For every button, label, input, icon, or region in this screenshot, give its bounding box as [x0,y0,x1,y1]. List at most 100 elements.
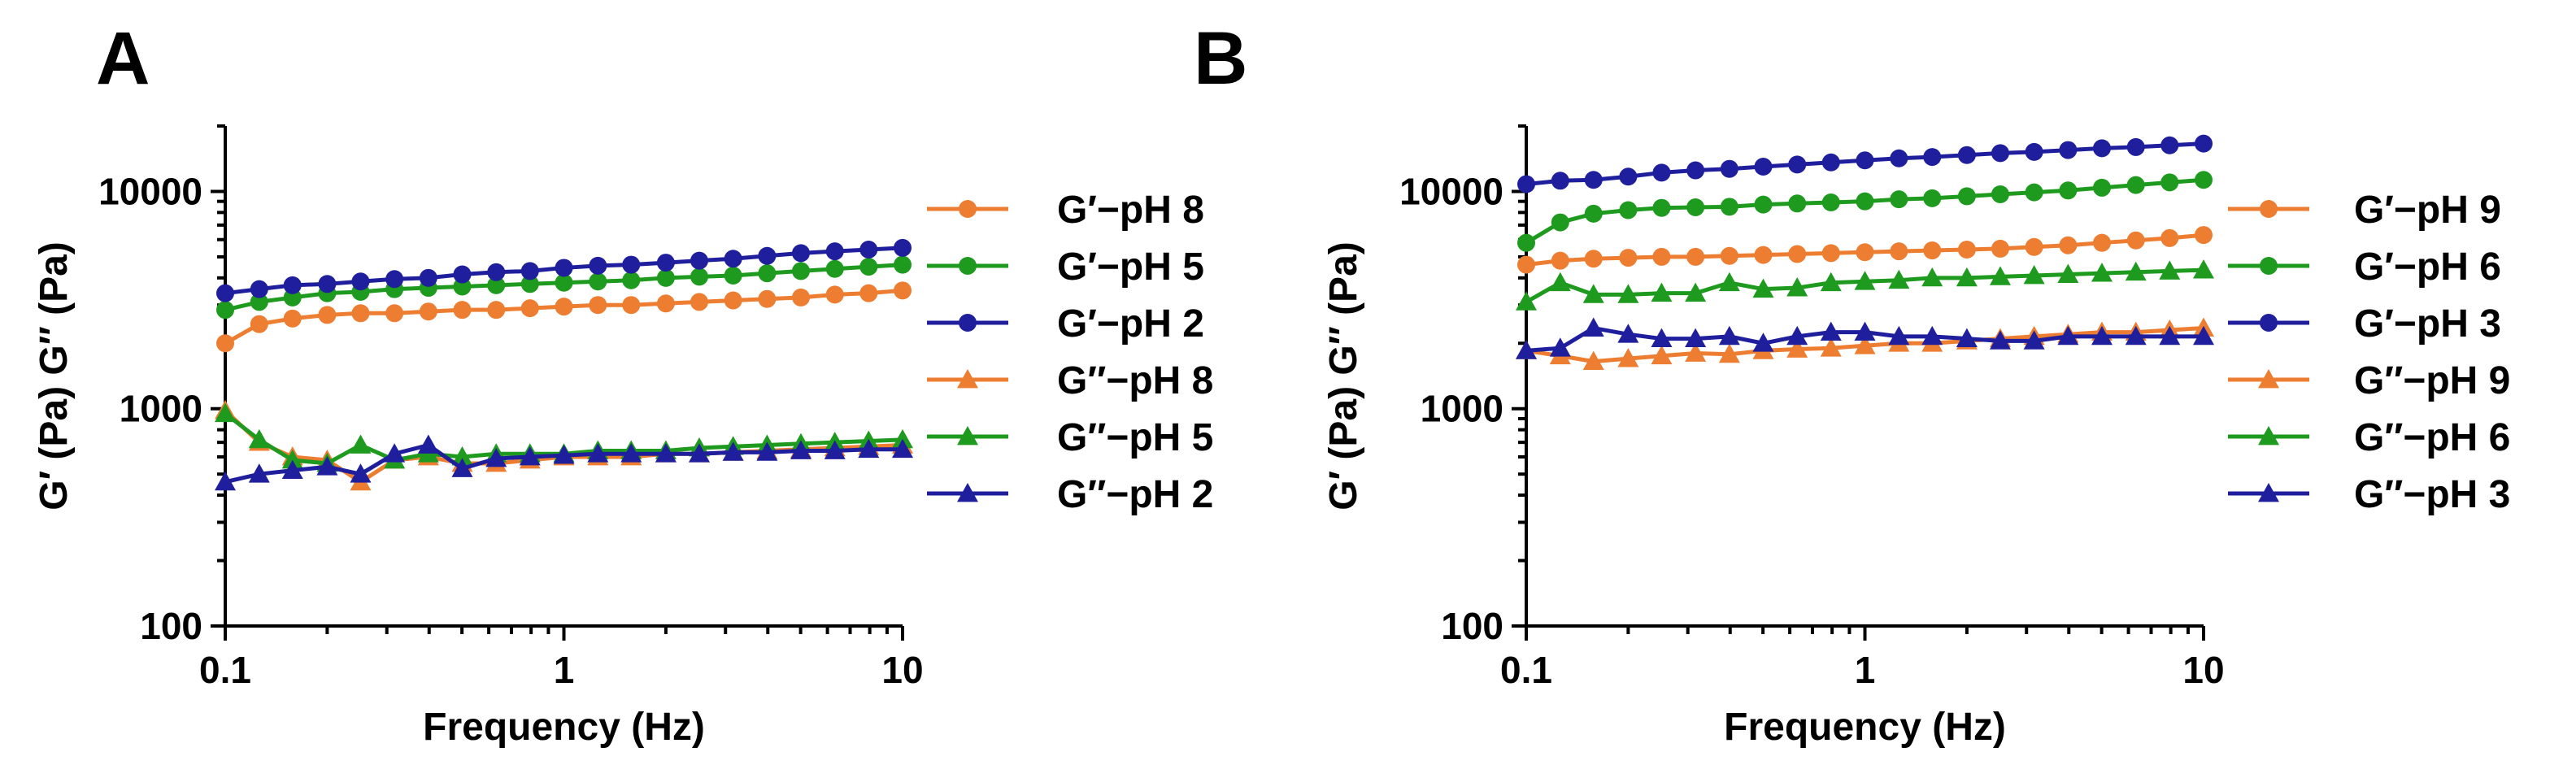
data-point [1551,213,1569,232]
data-point [248,463,270,483]
data-point [451,458,473,477]
data-point [894,281,912,300]
data-point [1754,195,1773,214]
x-tick-label: 0.1 [199,649,251,691]
legend-item: G′−pH 5 [927,246,1204,289]
data-point [1584,204,1603,223]
data-point [215,471,236,491]
data-point [250,293,268,311]
data-point [1686,198,1705,217]
data-point [1786,277,1808,297]
data-point [1685,328,1707,348]
series-6 [215,434,913,491]
data-point [1617,348,1639,367]
legend-label: G′−pH 3 [2354,302,2501,346]
data-point [1718,343,1740,363]
legend-marker [2258,426,2279,446]
y-tick-label: 100 [140,605,202,647]
data-point [656,294,675,313]
data-point [825,242,844,261]
data-point [622,271,641,289]
x-tick-label: 1 [1855,649,1876,691]
legend: G′−pH 8 G′−pH 5 G′−pH 2 G″−pH 8 G″−pH 5 G″−pH… [927,189,1213,516]
data-point [2091,325,2113,346]
y-axis-title: G′ (Pa) G″ (Pa) [1322,241,1365,511]
data-point [1720,159,1738,178]
data-point [859,240,878,259]
legend-label: G′−pH 2 [1057,302,1204,346]
data-point [283,276,302,294]
data-point [1890,190,1908,209]
data-point [1619,201,1638,220]
legend-label: G″−pH 2 [1057,473,1213,516]
data-point [2023,330,2045,350]
y-tick-label: 1000 [120,388,202,430]
data-point [791,262,810,280]
data-point [656,254,675,272]
data-point [350,463,372,483]
data-point [892,438,913,459]
legend-marker [2260,200,2278,218]
legend-marker [2260,314,2278,332]
legend-item: G″−pH 9 [2228,359,2510,402]
data-point [1720,246,1738,265]
legend-item: G″−pH 3 [2228,473,2510,516]
legend-item: G″−pH 8 [927,359,1213,402]
panel-letter: A [96,17,150,100]
data-point [216,301,234,319]
data-point [1718,272,1740,292]
data-point [2159,325,2181,346]
data-point [248,428,270,449]
legend-label: G′−pH 9 [2354,189,2501,232]
data-point [2125,325,2147,346]
data-point [1584,171,1603,189]
data-point [1685,342,1707,362]
data-point [1957,240,1976,259]
data-point [1856,243,1874,262]
data-point [589,296,607,315]
y-axis-title: G′ (Pa) G″ (Pa) [33,241,76,511]
data-point [1619,249,1638,267]
chart-panel-b: B 0.1 1 10 100 1000 10000 Frequency (Hz) G′ (Pa)… [1194,17,2510,749]
data-point [1923,148,1942,167]
data-point [555,273,573,292]
data-point [825,259,844,278]
data-point [1854,335,1876,354]
data-point [1720,198,1738,216]
data-point [1854,271,1876,290]
data-point [1516,340,1537,359]
data-point [1686,161,1705,180]
data-point [894,238,912,257]
data-point [1788,155,1807,174]
x-axis-title: Frequency (Hz) [1724,706,2006,749]
data-point [1957,187,1976,206]
data-point [1854,321,1876,341]
data-point [318,275,337,293]
data-point [791,244,810,263]
data-point [587,443,609,463]
data-point [2195,226,2213,245]
legend-label: G″−pH 5 [1057,416,1213,459]
series-1 [216,281,912,353]
legend-label: G′−pH 5 [1057,246,1204,289]
data-point [1820,272,1842,292]
data-point [825,285,844,304]
data-point [791,288,810,306]
data-point [2195,171,2213,189]
data-point [351,304,370,323]
data-point [1989,330,2011,350]
data-point [1923,189,1942,207]
legend-label: G″−pH 6 [2354,416,2510,459]
data-point [1549,272,1571,292]
data-point [892,428,913,449]
chart-panel-a: A 0.1 1 10 100 1000 10000 Frequency (Hz) G′ (Pa)… [33,17,1213,749]
y-tick-label: 1000 [1421,388,1503,430]
data-point [2195,134,2213,153]
data-point [520,299,539,318]
data-point [722,441,744,461]
data-point [1582,284,1604,303]
data-point [1651,328,1673,348]
data-point [385,304,404,323]
data-point [2059,141,2078,159]
data-point [1921,325,1943,346]
